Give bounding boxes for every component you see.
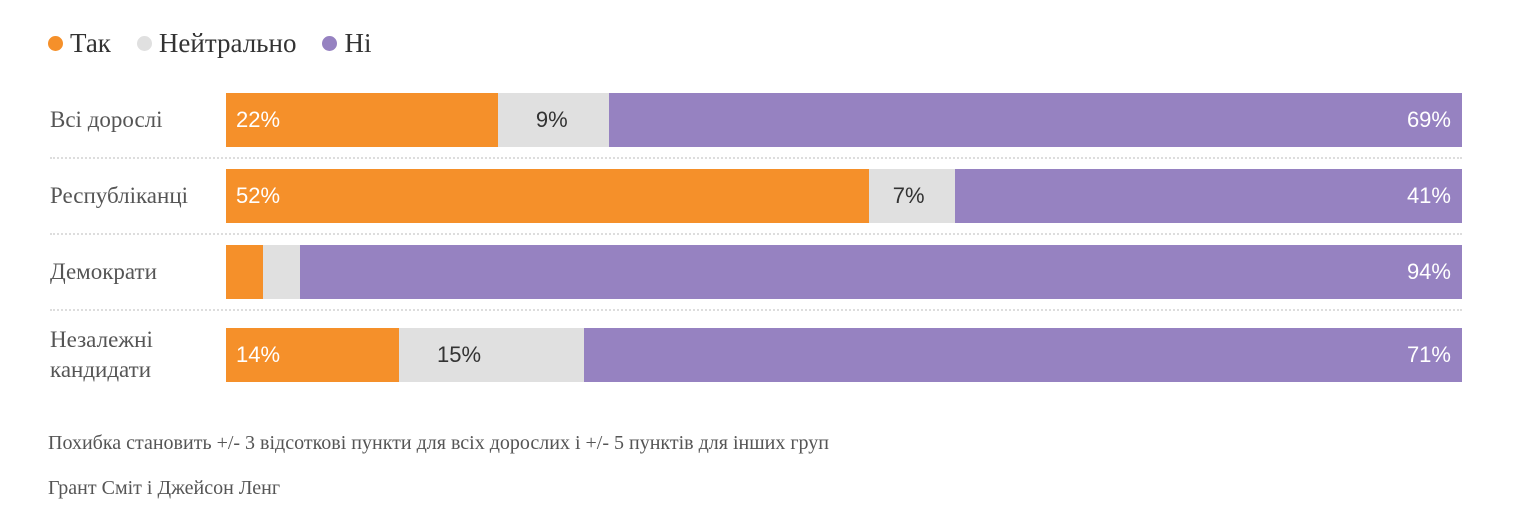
legend-label: Так (70, 28, 111, 58)
credit: Грант Сміт і Джейсон Ленг (48, 477, 281, 499)
data-label: 22% (236, 107, 281, 132)
category-label: Республіканці (50, 183, 189, 208)
bar-segment-yes (226, 245, 264, 299)
bar-segment-yes: 14% (226, 328, 400, 382)
legend: Так Нейтрально Ні (48, 28, 397, 59)
bar-segment-no: 71% (584, 328, 1462, 382)
row-divider (50, 157, 1462, 159)
data-label: 15% (437, 342, 482, 367)
bar-segment-neutral (263, 245, 302, 299)
legend-item: Нейтрально (136, 28, 297, 59)
bar-segment-no: 69% (609, 93, 1462, 147)
row-divider (50, 309, 1462, 311)
data-label: 41% (1406, 183, 1451, 208)
legend-dot-icon (136, 36, 152, 51)
category-label: Демократи (50, 259, 157, 284)
bar-segment-neutral: 7% (868, 169, 956, 223)
legend-label: Нейтрально (158, 28, 297, 58)
data-label: 69% (1406, 107, 1451, 132)
legend-label: Ні (344, 28, 372, 58)
bar-segment-no: 41% (955, 169, 1462, 223)
data-label: 7% (892, 183, 925, 208)
legend-dot-icon (322, 36, 338, 51)
data-label: 52% (236, 183, 281, 208)
data-label: 71% (1406, 342, 1451, 367)
legend-item: Ні (322, 28, 371, 59)
bar-segment-yes: 52% (226, 169, 869, 223)
category-label: Незалежні кандидати (50, 327, 153, 382)
category-label: Всі дорослі (50, 107, 163, 132)
data-label: 14% (236, 342, 281, 367)
data-label: 9% (535, 107, 568, 132)
bar-segment-neutral: 9% (497, 93, 610, 147)
data-label: 94% (1406, 259, 1451, 284)
footnote: Похибка становить +/- 3 відсоткові пункт… (48, 432, 829, 454)
legend-dot-icon (48, 36, 63, 51)
bar-segment-yes: 22% (226, 93, 498, 147)
bar-segment-neutral: 15% (399, 328, 585, 382)
bar-segment-no: 94% (300, 245, 1462, 299)
legend-item: Так (48, 28, 111, 59)
row-divider (50, 233, 1462, 235)
